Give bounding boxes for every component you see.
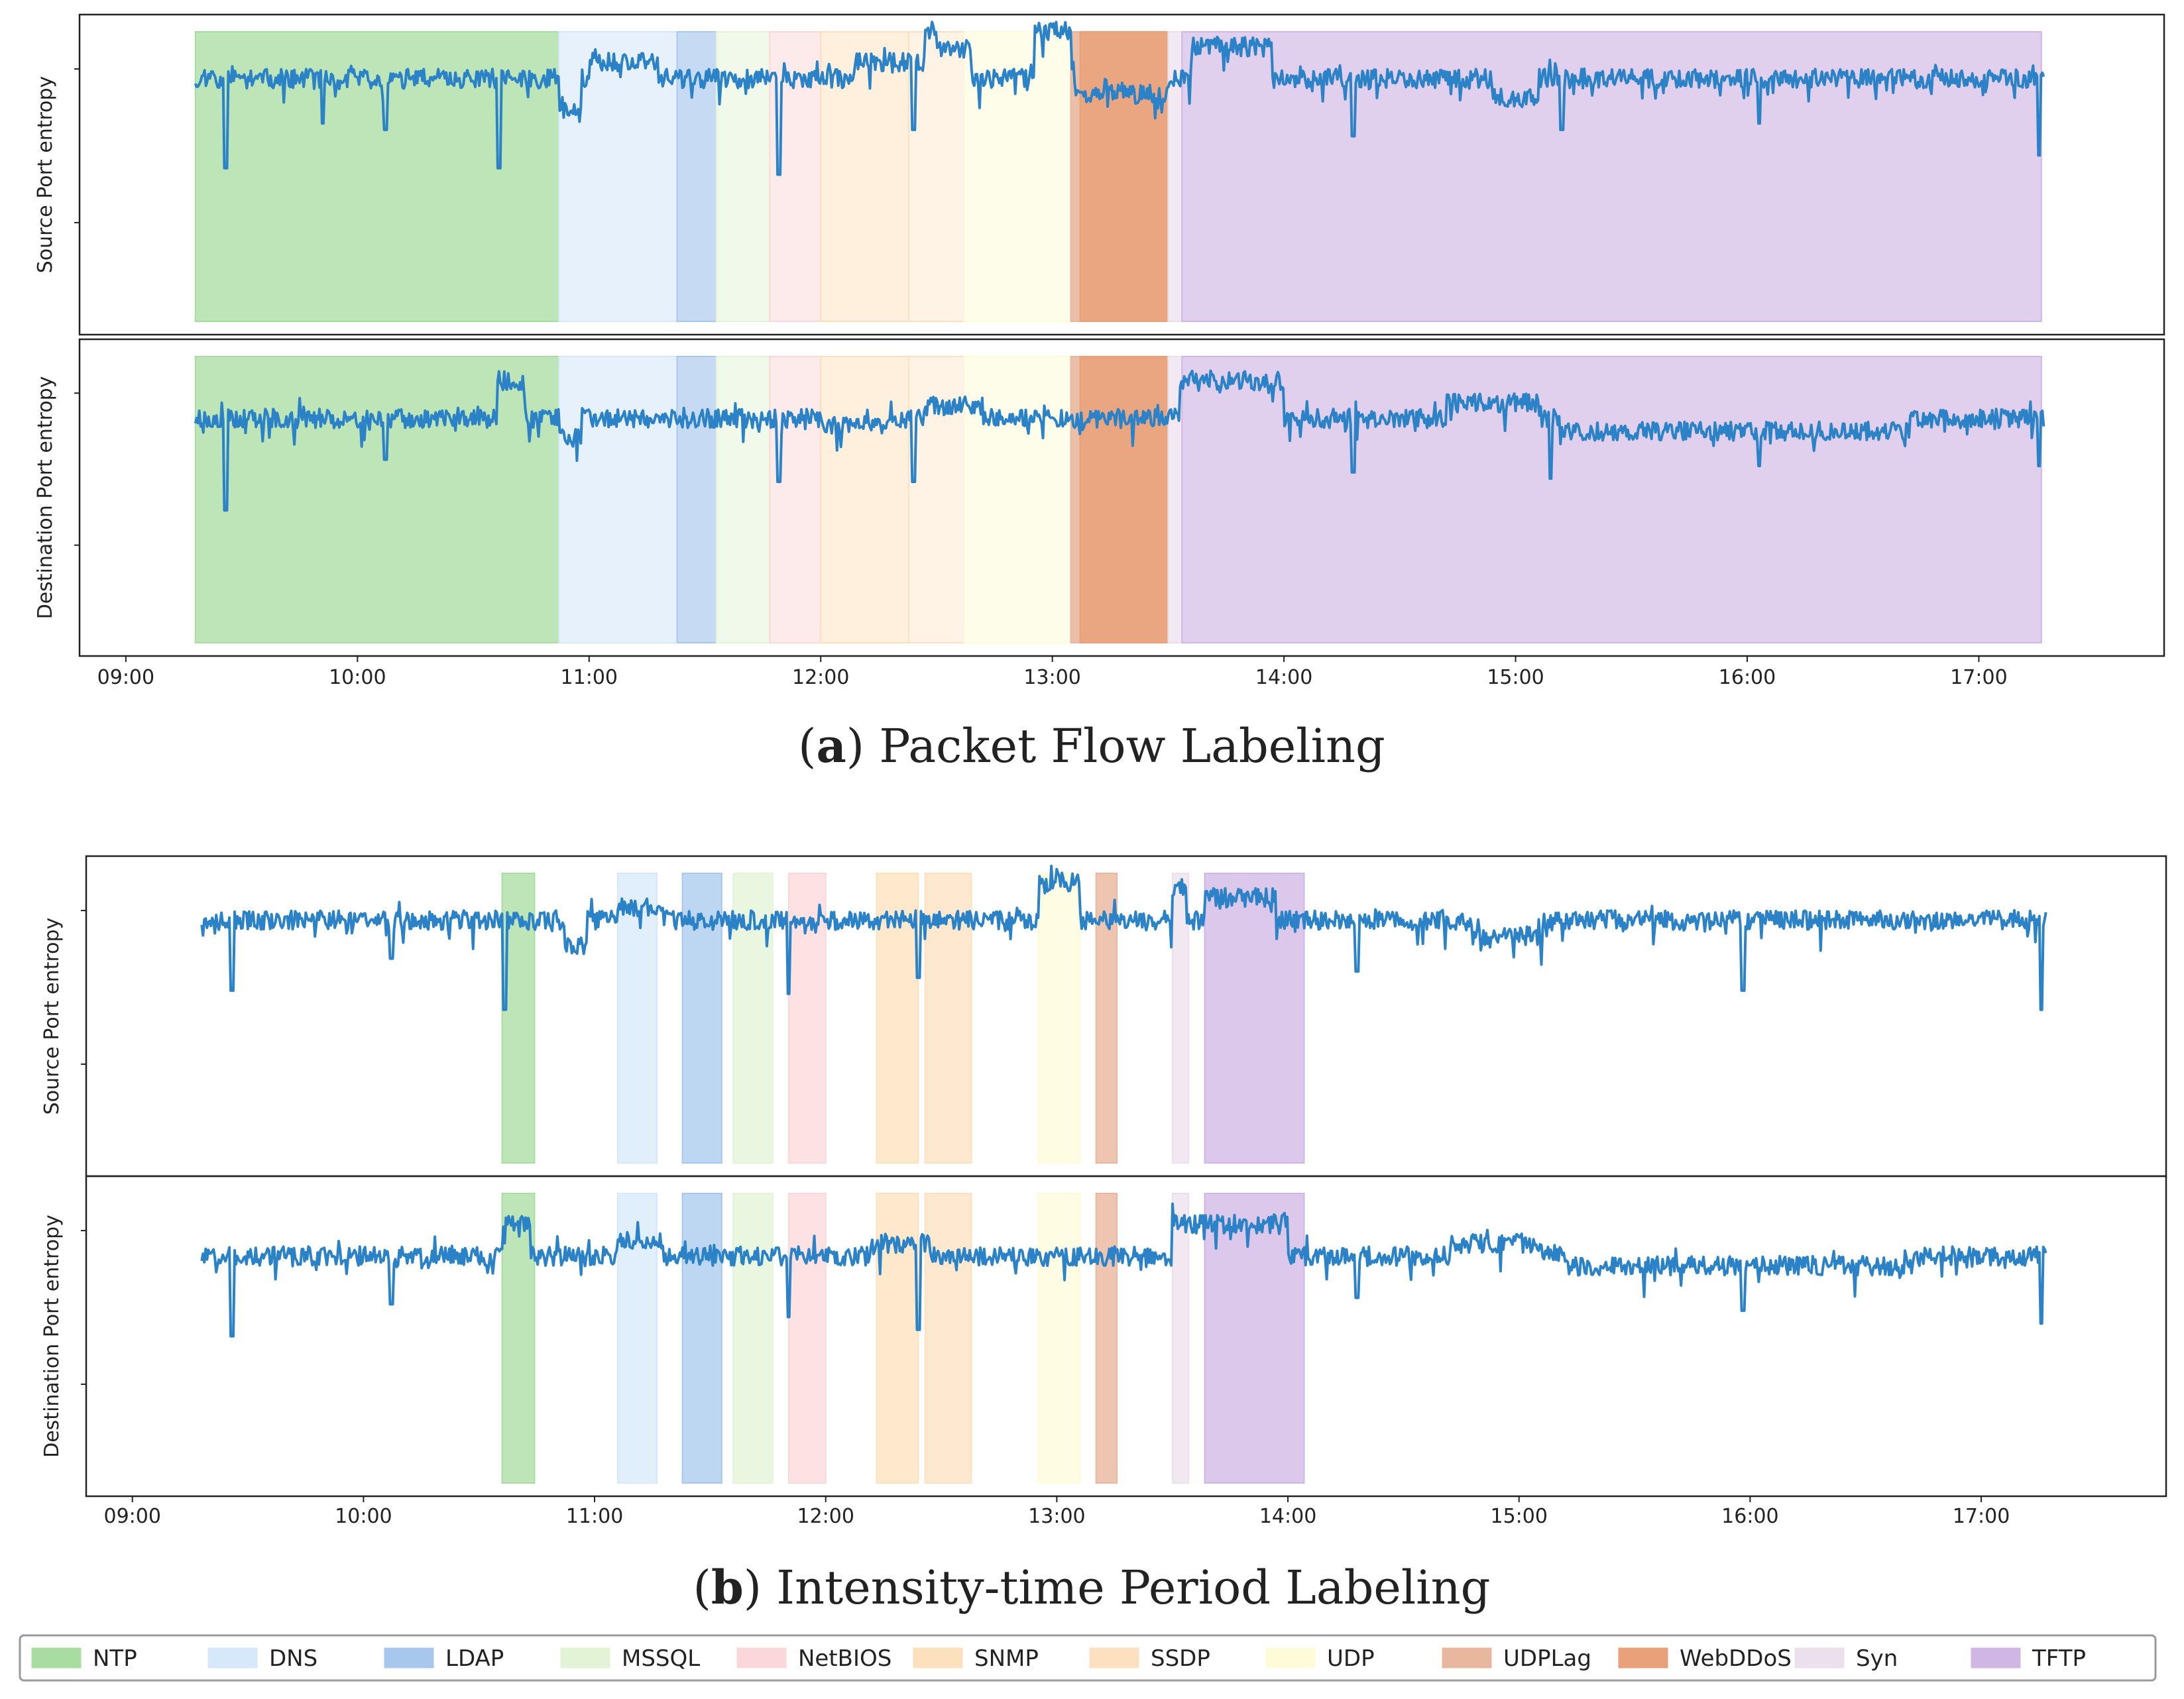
span-snmp [820,356,910,643]
caption-a-label: a [816,718,846,773]
span-udplag [1070,31,1081,322]
figure-a: Source Port entropy Destination Port ent… [34,13,2165,773]
span-syn [1171,1193,1190,1484]
x-tick-label: 17:00 [1953,1505,2010,1528]
x-tick-label: 11:00 [561,666,618,689]
x-tick-label: 12:00 [797,1505,854,1528]
span-udplag [1070,356,1081,643]
x-tick-label: 17:00 [1950,666,2007,689]
legend-label-syn: Syn [1856,1645,1898,1672]
legend-label-snmp: SNMP [974,1645,1039,1672]
panel-frame [78,13,2165,336]
span-ssdp [924,1193,972,1484]
legend-swatch-udplag [1442,1647,1492,1669]
legend-label-ntp: NTP [93,1645,137,1672]
span-dns [616,873,658,1164]
y-axis-label: Destination Port entropy [34,376,57,620]
entropy-line [200,1202,2047,1338]
span-ldap [681,1193,722,1484]
caption-a-text: Packet Flow Labeling [879,719,1385,773]
panel-a-source-port: Source Port entropy [34,13,2165,336]
panel-a-destination-port: Destination Port entropy [34,338,2165,657]
caption-b: (b) Intensity-time Period Labeling [693,1560,1491,1615]
span-ldap [676,356,717,643]
legend: NTP DNS LDAP MSSQL NetBIOS SNMP SSDP UDP UDPLag W… [19,1634,2157,1682]
entropy-line [194,369,2045,512]
y-axis-label: Destination Port entropy [40,1215,64,1458]
y-axis-label: Source Port entropy [34,76,57,274]
x-tick-label: 14:00 [1259,1505,1316,1528]
span-webddos [1079,356,1169,643]
legend-frame [19,1634,2157,1682]
legend-label-mssql: MSSQL [622,1645,700,1672]
legend-label-ssdp: SSDP [1151,1645,1210,1672]
x-tick-label: 13:00 [1023,666,1080,689]
x-tick-label: 09:00 [97,666,154,689]
legend-label-webddos: WebDDoS [1680,1645,1792,1672]
span-tftp [1181,356,2042,643]
x-axis-b: 09:00 10:00 11:00 12:00 13:00 14:00 15:00 16:00… [103,1496,2010,1528]
span-ntp [194,356,560,643]
x-tick-label: 12:00 [792,666,849,689]
caption-a: (a) Packet Flow Labeling [798,718,1385,773]
x-tick-label: 15:00 [1490,1505,1547,1528]
span-netbios [787,1193,827,1484]
legend-label-tftp: TFTP [2032,1645,2086,1672]
span-dns [558,356,678,643]
legend-swatch-ntp [31,1647,82,1669]
legend-swatch-webddos [1618,1647,1668,1669]
legend-label-udplag: UDPLag [1503,1645,1591,1672]
legend-label-ldap: LDAP [445,1645,504,1672]
span-ssdp [908,31,965,322]
x-tick-label: 10:00 [335,1505,392,1528]
x-tick-label: 16:00 [1719,666,1776,689]
x-tick-label: 09:00 [103,1505,160,1528]
span-snmp [820,31,910,322]
legend-swatch-ssdp [1089,1647,1139,1669]
legend-swatch-netbios [736,1647,787,1669]
figure-b: Source Port entropy Destination Port ent… [40,855,2167,1615]
span-mssql [715,356,771,643]
span-udp [1037,1193,1081,1484]
span-udp [1037,873,1081,1164]
span-snmp [876,873,919,1164]
span-netbios [769,356,822,643]
x-tick-label: 15:00 [1487,666,1544,689]
caption-b-text: Intensity-time Period Labeling [776,1561,1490,1615]
panel-b-source-port: Source Port entropy [40,855,2167,1178]
x-tick-label: 10:00 [329,666,386,689]
legend-swatch-mssql [560,1647,610,1669]
x-tick-label: 11:00 [566,1505,623,1528]
caption-b-label: b [711,1560,744,1615]
x-axis-a: 09:00 10:00 11:00 12:00 13:00 14:00 15:00 16:00… [97,656,2008,689]
panel-b-destination-port: Destination Port entropy [40,1175,2167,1498]
legend-swatch-ldap [384,1647,434,1669]
span-udp [963,356,1072,643]
legend-swatch-syn [1794,1647,1845,1669]
x-tick-label: 14:00 [1255,666,1312,689]
legend-label-udp: UDP [1327,1645,1375,1672]
span-mssql [732,1193,774,1484]
legend-swatch-dns [207,1647,258,1669]
panel-frame [78,338,2165,657]
span-webddos [1079,31,1169,322]
legend-label-netbios: NetBIOS [798,1645,891,1672]
entropy-line [194,21,2045,176]
y-axis-label: Source Port entropy [40,918,64,1115]
x-tick-label: 13:00 [1028,1505,1085,1528]
legend-swatch-snmp [913,1647,963,1669]
span-udplag [1095,1193,1118,1484]
legend-swatch-tftp [1971,1647,2021,1669]
legend-label-dns: DNS [269,1645,317,1672]
legend-swatch-udp [1265,1647,1316,1669]
panel-frame [85,1175,2167,1498]
x-tick-label: 16:00 [1721,1505,1778,1528]
entropy-line [200,864,2047,1011]
